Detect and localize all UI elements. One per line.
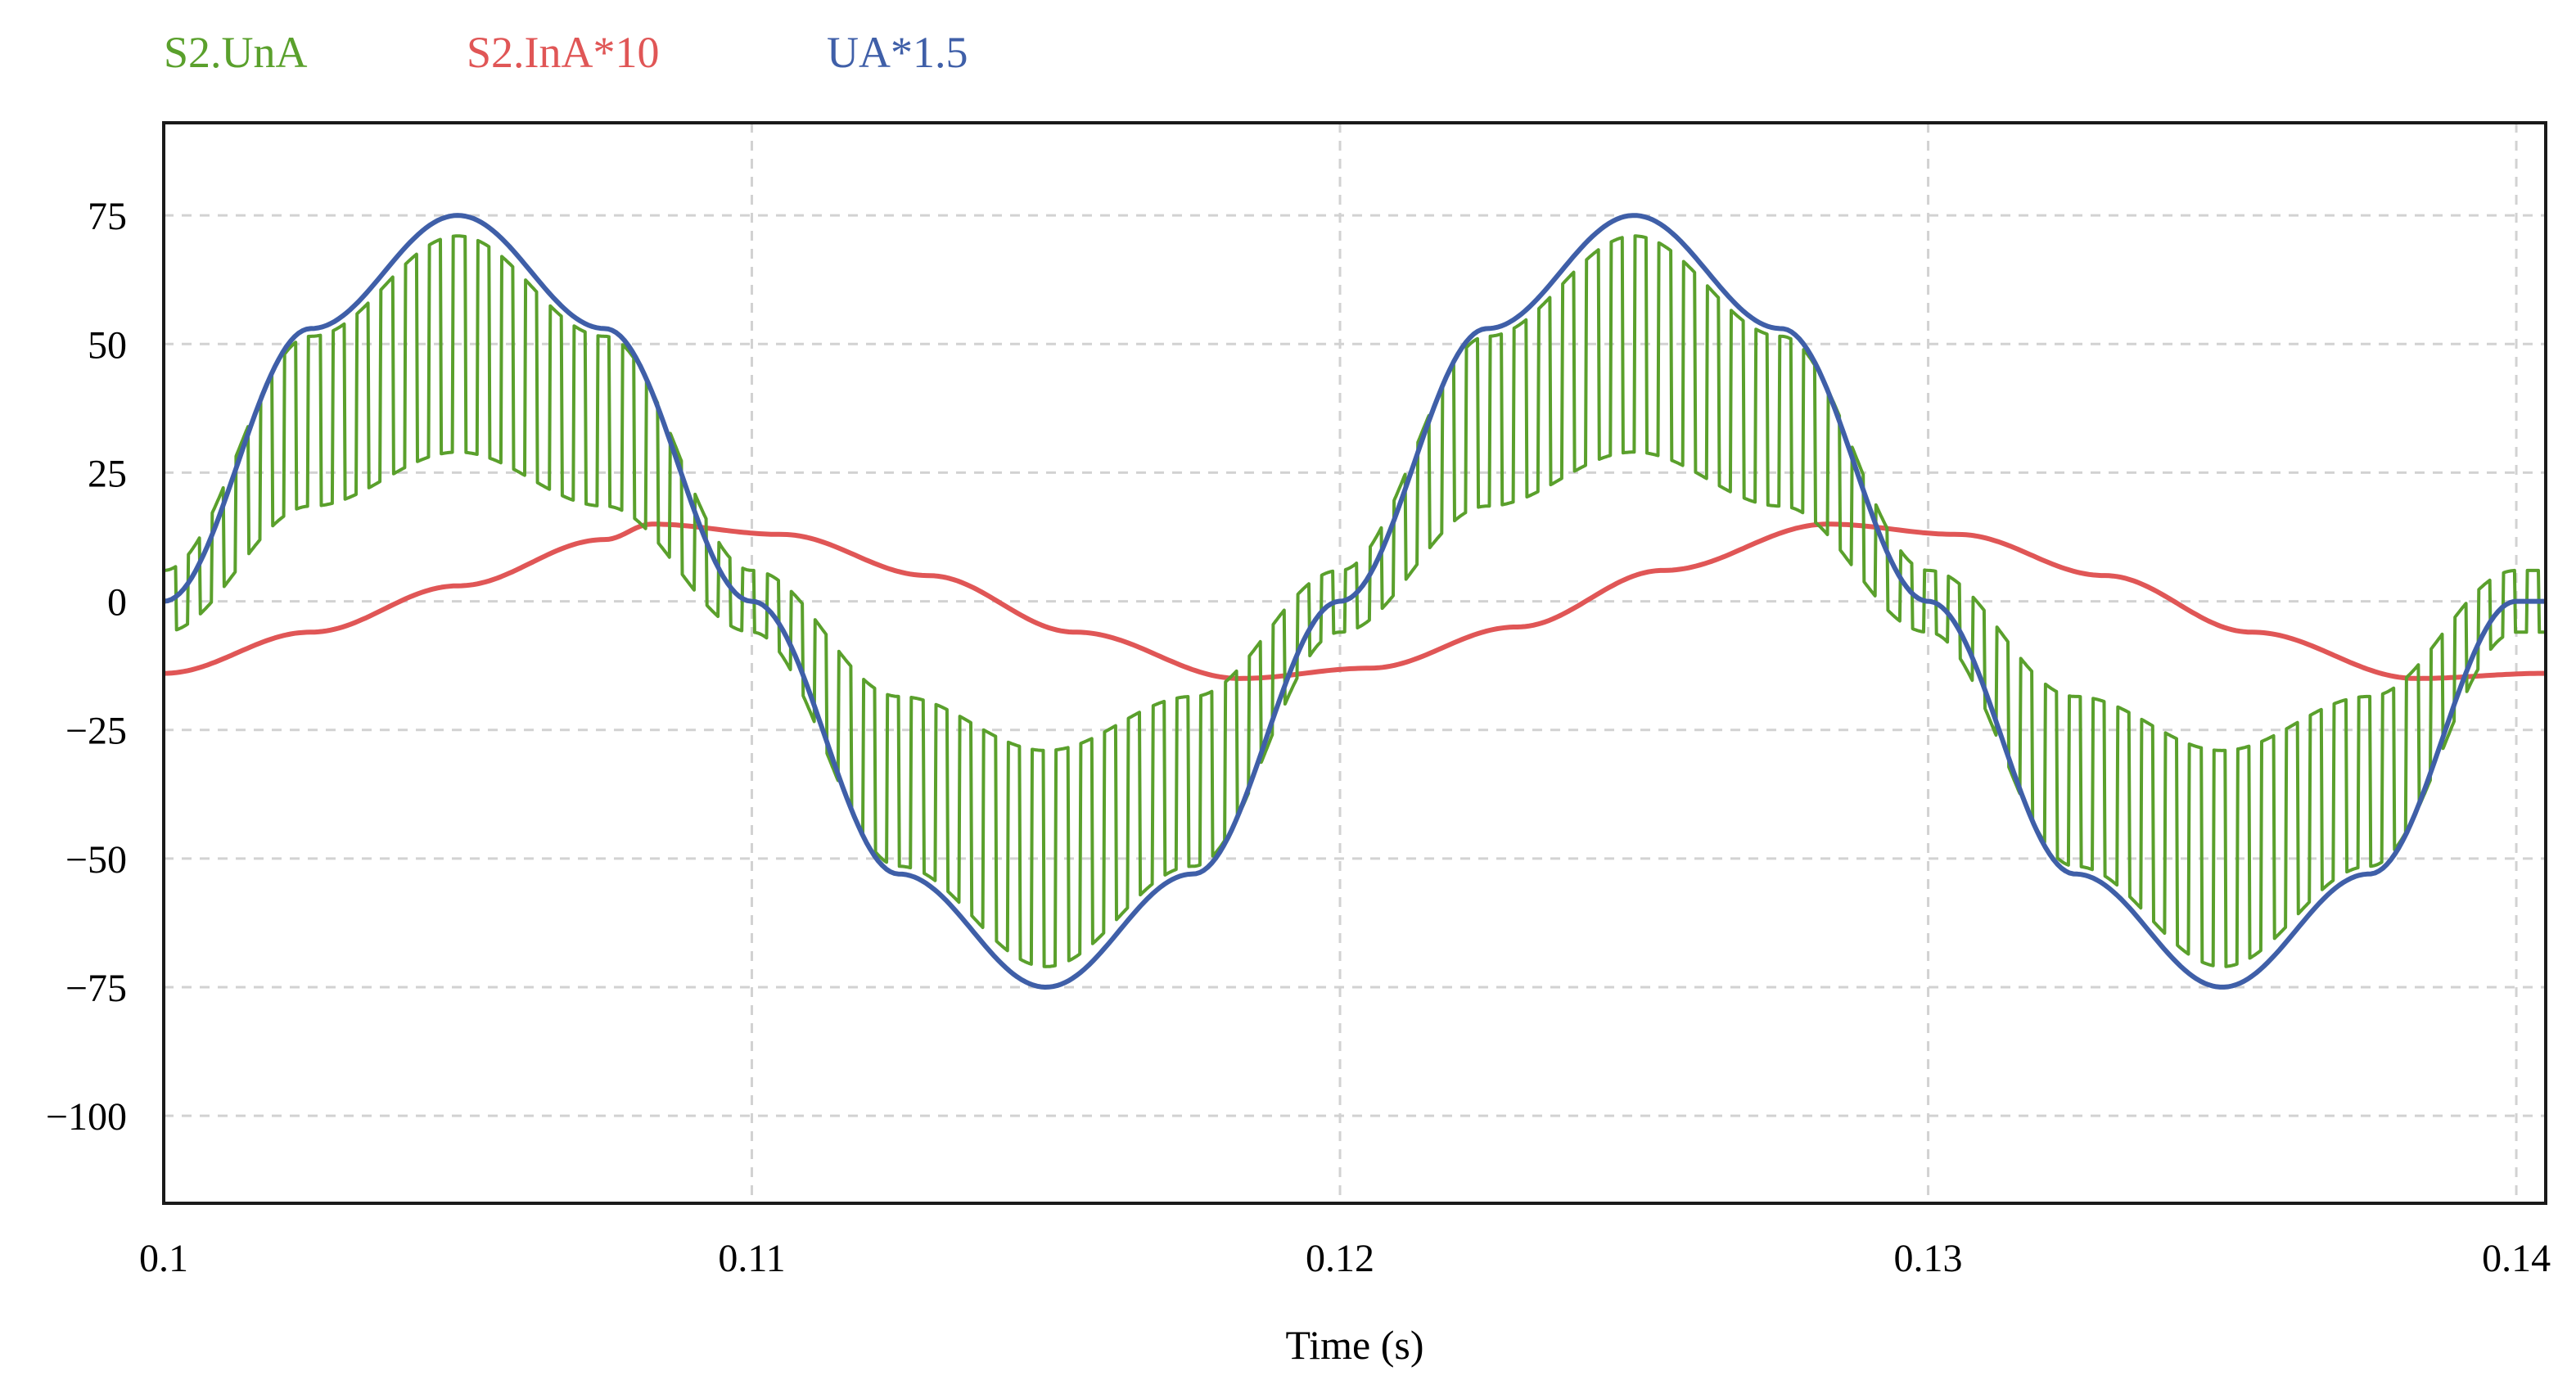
- y-tick-label: 0: [107, 581, 127, 625]
- y-tick-label: 50: [88, 323, 127, 367]
- y-tick-label: −100: [46, 1095, 127, 1139]
- grid: [164, 123, 2546, 1203]
- x-tick-label: 0.13: [1894, 1237, 1963, 1280]
- series-line-0: [163, 234, 2547, 968]
- series-line-2: [163, 213, 2546, 990]
- y-tick-label: 75: [88, 195, 127, 238]
- y-tick-label: −50: [65, 838, 127, 882]
- legend-entry: S2.UnA: [164, 28, 308, 77]
- x-axis-title: Time (s): [1285, 1322, 1423, 1368]
- plot-frame: [162, 121, 2547, 1205]
- y-tick-label: −25: [65, 710, 127, 753]
- series-line-1: [163, 521, 2546, 681]
- legend-entry: UA*1.5: [827, 28, 968, 77]
- legend: S2.UnA S2.InA*10 UA*1.5: [164, 28, 968, 77]
- series-group: [163, 213, 2547, 990]
- x-tick-label: 0.12: [1306, 1237, 1374, 1280]
- x-axis-ticks: 0.1 0.11 0.12 0.13 0.14: [139, 1237, 2551, 1280]
- y-axis-ticks: 75 50 25 0 −25 −50 −75 −100: [46, 195, 127, 1139]
- y-tick-label: −75: [65, 967, 127, 1010]
- legend-entry: S2.InA*10: [467, 28, 660, 77]
- x-tick-label: 0.1: [139, 1237, 188, 1280]
- x-tick-label: 0.11: [718, 1237, 785, 1280]
- x-tick-label: 0.14: [2482, 1237, 2551, 1280]
- y-tick-label: 25: [88, 452, 127, 495]
